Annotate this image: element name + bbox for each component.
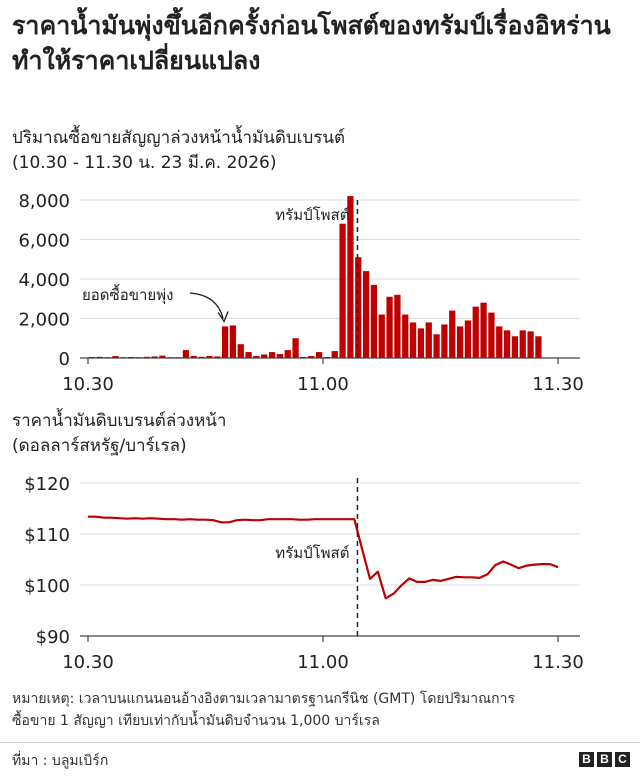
volume-bar	[370, 284, 378, 358]
volume-bar	[206, 356, 213, 358]
volume-bar	[198, 356, 205, 358]
price-line-chart: $120 $110 $100 $90 10.30 11.00 11.30 ทรัมป์โพสต…	[24, 474, 584, 673]
volume-bar	[120, 357, 127, 358]
y-tick-label: $120	[24, 474, 70, 495]
volume-bar	[190, 356, 197, 358]
x-tick-label: 11.30	[532, 374, 584, 395]
volume-bar	[276, 354, 284, 358]
y-tick-label: 6,000	[18, 231, 70, 252]
bbc-logo-letter-2: B	[597, 752, 612, 767]
volume-bar	[88, 357, 96, 358]
volume-bar	[143, 356, 150, 358]
volume-bar	[300, 357, 307, 358]
volume-bar	[167, 357, 174, 358]
price-chart-title-line1: ราคาน้ำมันดิบเบรนต์ล่วงหน้า	[12, 411, 227, 431]
volume-chart-title-line1: ปริมาณซื้อขายสัญญาล่วงหน้าน้ำมันดิบเบรนต…	[12, 128, 346, 148]
volume-bar	[503, 330, 511, 358]
volume-bar	[127, 357, 135, 358]
volume-bar-chart: 8,000 6,000 4,000 2,000 0 10.30 11.00 11.30 ทรัม…	[18, 191, 584, 395]
volume-bar	[402, 314, 409, 358]
volume-bar	[417, 328, 425, 358]
y-tick-label: 8,000	[18, 191, 70, 212]
volume-bar	[174, 357, 182, 358]
volume-bar	[441, 324, 448, 358]
price-chart-title-line2: (ดอลลาร์สหรัฐ/บาร์เรล)	[12, 436, 187, 456]
volume-bar	[135, 357, 143, 358]
volume-bar	[519, 330, 526, 358]
volume-bar	[292, 338, 299, 358]
volume-bar	[488, 312, 495, 358]
volume-bar	[159, 355, 166, 358]
volume-spike-arrow	[189, 292, 224, 319]
bbc-logo: B B C	[579, 752, 630, 767]
footer-divider	[0, 742, 640, 743]
volume-bar	[496, 326, 503, 358]
volume-bar	[221, 326, 229, 358]
volume-bar	[355, 257, 362, 358]
volume-bar	[425, 322, 432, 358]
volume-bar	[456, 326, 464, 358]
volume-bar	[323, 357, 331, 358]
volume-bar	[112, 356, 119, 358]
volume-bar	[535, 336, 542, 358]
x-tick-label: 11.30	[532, 652, 584, 673]
source-label: ที่มา : บลูมเบิร์ก	[12, 753, 109, 769]
volume-bar	[315, 352, 323, 358]
volume-bar	[480, 302, 487, 358]
volume-bar	[378, 314, 385, 358]
volume-chart-title-line2: (10.30 - 11.30 น. 23 มี.ค. 2026)	[12, 153, 277, 173]
trump-post-label: ทรัมป์โพสต์	[275, 544, 349, 562]
footnote: หมายเหตุ: เวลาบนแกนนอนอ้างอิงตามเวลามาตร…	[12, 691, 515, 729]
trump-post-label: ทรัมป์โพสต์	[275, 206, 349, 224]
volume-bar	[261, 354, 268, 358]
y-tick-label: $100	[24, 576, 70, 597]
volume-bar	[331, 351, 338, 358]
chart-title: ราคาน้ำมันพุ่งขึ้นอีกครั้งก่อนโพสต์ของทร…	[12, 11, 611, 75]
volume-bar	[386, 296, 393, 358]
volume-bar	[409, 322, 417, 358]
volume-bar	[339, 223, 346, 358]
y-tick-label: $90	[36, 627, 70, 648]
x-tick-label: 11.00	[297, 652, 349, 673]
volume-bar	[245, 352, 252, 358]
volume-bar	[253, 356, 260, 358]
volume-bar	[433, 334, 440, 358]
y-tick-label: 4,000	[18, 270, 70, 291]
price-series-line	[88, 515, 559, 600]
volume-bar	[511, 336, 519, 358]
volume-bar	[182, 350, 190, 358]
volume-bar	[104, 357, 111, 358]
volume-bar	[214, 356, 221, 358]
volume-bar	[284, 350, 291, 358]
y-tick-label: $110	[24, 525, 70, 546]
volume-spike-label: ยอดซื้อขายพุ่ง	[82, 284, 173, 305]
volume-chart-title: ปริมาณซื้อขายสัญญาล่วงหน้าน้ำมันดิบเบรนต…	[12, 126, 612, 176]
volume-bar	[151, 356, 158, 358]
volume-bar	[308, 356, 315, 358]
volume-bar	[268, 352, 276, 358]
volume-bar	[237, 344, 244, 358]
volume-bar	[449, 310, 456, 358]
x-tick-label: 10.30	[62, 652, 114, 673]
volume-bar	[362, 271, 370, 358]
volume-bar	[394, 294, 401, 358]
x-tick-label: 10.30	[62, 374, 114, 395]
volume-bar	[96, 356, 103, 358]
y-tick-label: 2,000	[18, 310, 70, 331]
y-tick-label: 0	[59, 349, 70, 370]
bbc-logo-letter-1: B	[579, 752, 594, 767]
volume-bar	[347, 196, 354, 358]
price-chart-title: ราคาน้ำมันดิบเบรนต์ล่วงหน้า (ดอลลาร์สหรั…	[12, 409, 612, 459]
volume-bar	[472, 306, 479, 358]
volume-bar	[527, 331, 534, 358]
volume-bar	[464, 320, 472, 358]
x-tick-label: 11.00	[297, 374, 349, 395]
bbc-logo-letter-3: C	[615, 752, 630, 767]
volume-spike-arrowhead	[217, 311, 229, 323]
volume-bar	[229, 325, 237, 358]
